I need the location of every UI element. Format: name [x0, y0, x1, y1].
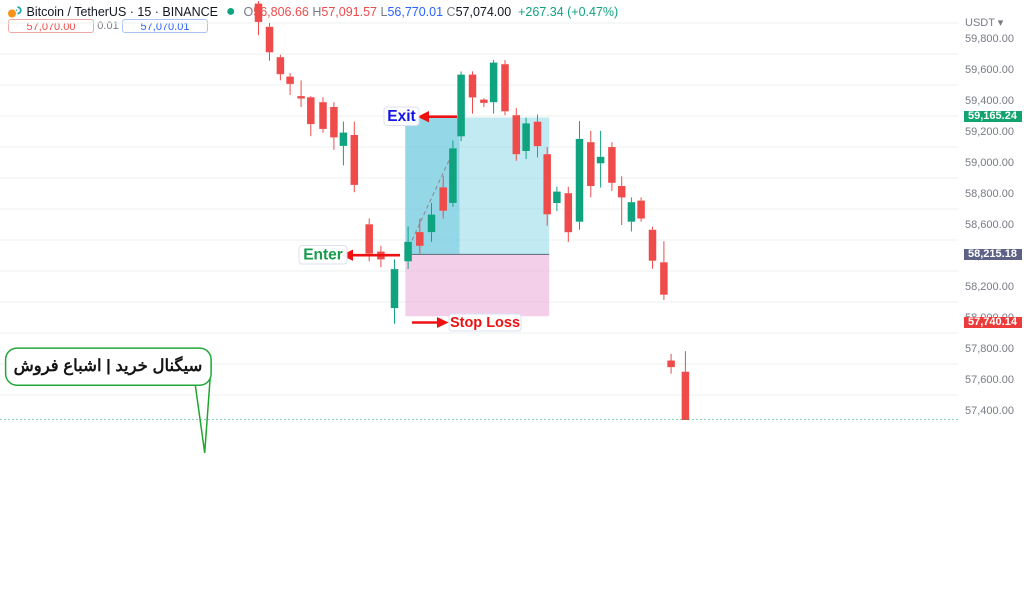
svg-text:سیگنال خرید | اشباع فروش: سیگنال خرید | اشباع فروش — [14, 355, 203, 376]
